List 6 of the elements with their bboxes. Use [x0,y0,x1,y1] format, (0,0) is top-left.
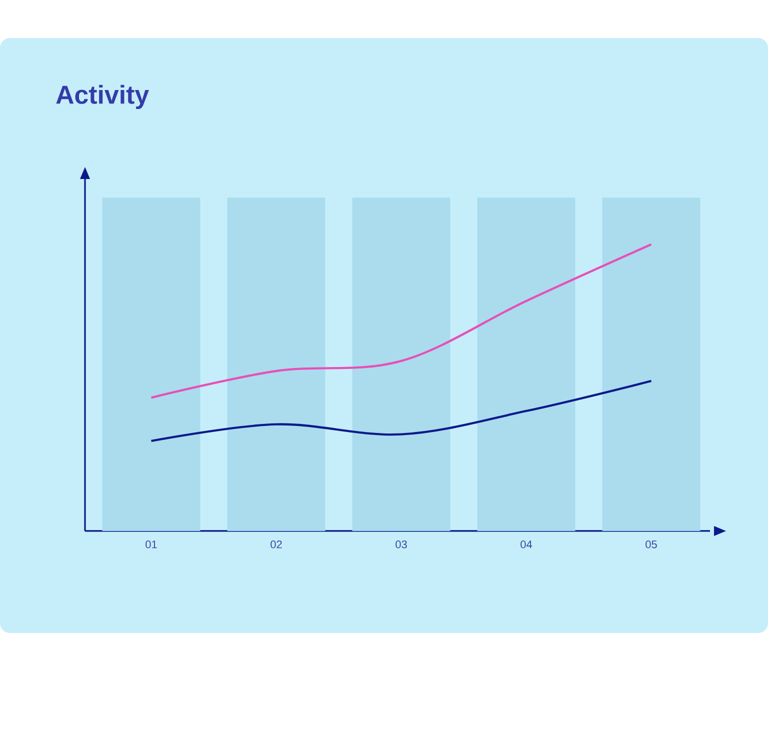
x-tick-label: 04 [520,540,532,548]
x-tick-label: 02 [270,540,282,548]
chart-title: Activity [56,84,149,110]
x-tick-label: 01 [146,540,157,548]
x-tick-label: 03 [396,540,407,548]
x-tick-label: 05 [646,540,657,548]
